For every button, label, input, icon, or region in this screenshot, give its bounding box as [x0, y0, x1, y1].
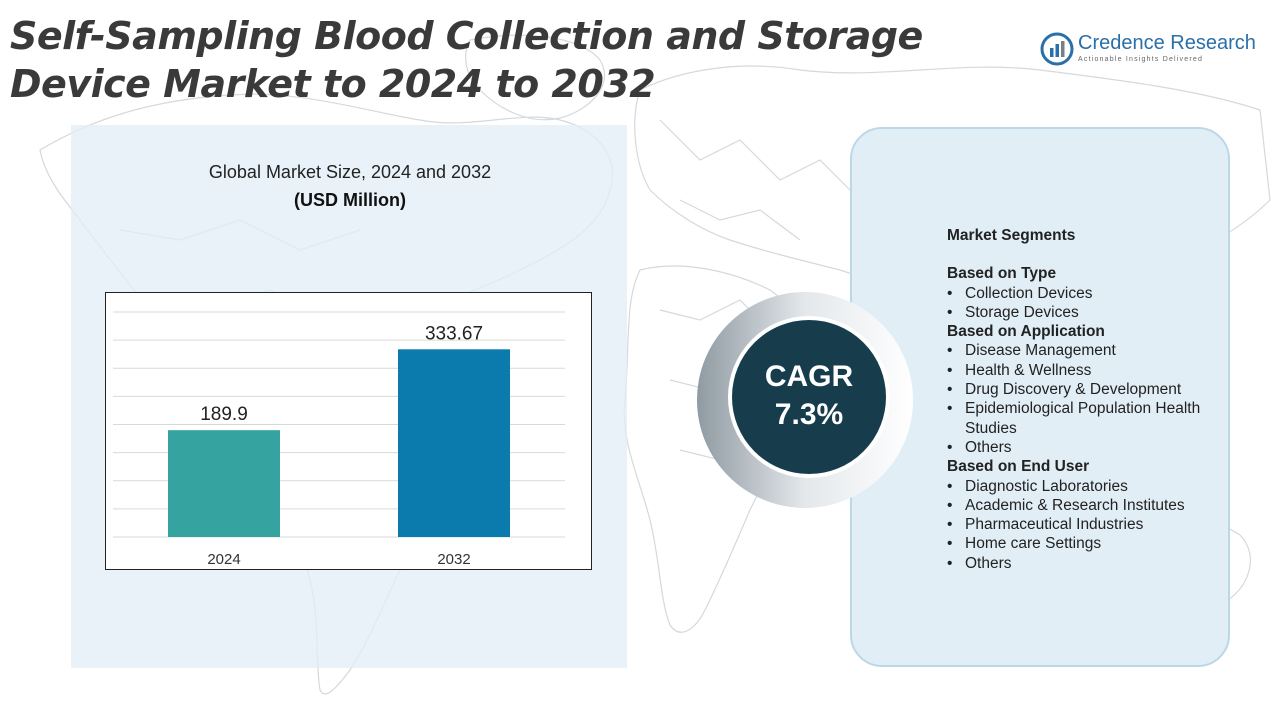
page-title: Self-Sampling Blood Collection and Stora… [10, 14, 923, 106]
segment-group-title: Based on Application [947, 323, 1105, 341]
segment-item: Storage Devices [947, 303, 1247, 323]
logo-tagline: Actionable Insights Delivered [1078, 56, 1204, 63]
segments-spacer [947, 245, 1247, 264]
segment-item: Others [947, 554, 1247, 574]
segment-item: Others [947, 438, 1247, 458]
segment-item: Disease Management [947, 341, 1247, 361]
x-tick-label: 2024 [207, 551, 240, 568]
credence-logo-icon [1040, 32, 1074, 66]
cagr-label: CAGR [764, 360, 854, 393]
segment-item: Epidemiological Population Health Studie… [947, 399, 1247, 438]
segment-item: Home care Settings [947, 534, 1247, 554]
segment-group-title: Based on End User [947, 458, 1090, 476]
company-logo: Credence Research Actionable Insights De… [1040, 30, 1256, 70]
segments-heading: Market Segments [947, 227, 1076, 244]
cagr-badge: CAGR 7.3% [728, 316, 890, 478]
segment-item: Collection Devices [947, 284, 1247, 304]
cagr-value: 7.3% [774, 398, 844, 431]
bar-value-label: 189.9 [200, 404, 248, 425]
x-tick-label: 2032 [437, 551, 470, 568]
bar-2024 [168, 430, 280, 537]
logo-name: Credence Research [1078, 32, 1256, 54]
segment-item: Diagnostic Laboratories [947, 477, 1247, 497]
segment-item: Health & Wellness [947, 361, 1247, 381]
segment-item: Academic & Research Institutes [947, 496, 1247, 516]
segment-group-title: Based on Type [947, 265, 1057, 283]
segment-item: Drug Discovery & Development [947, 380, 1247, 400]
segment-item: Pharmaceutical Industries [947, 515, 1247, 535]
chart-title: Global Market Size, 2024 and 2032 [208, 162, 492, 182]
bar-chart: 189.9 2024 333.67 2032 [105, 292, 592, 570]
chart-bars: 189.9 2024 333.67 2032 [168, 323, 510, 568]
bar-2032 [398, 349, 510, 537]
chart-unit-label: (USD Million) [294, 190, 406, 210]
bar-value-label: 333.67 [425, 323, 483, 344]
market-segments-list: Market Segments Based on TypeCollection … [947, 226, 1247, 573]
